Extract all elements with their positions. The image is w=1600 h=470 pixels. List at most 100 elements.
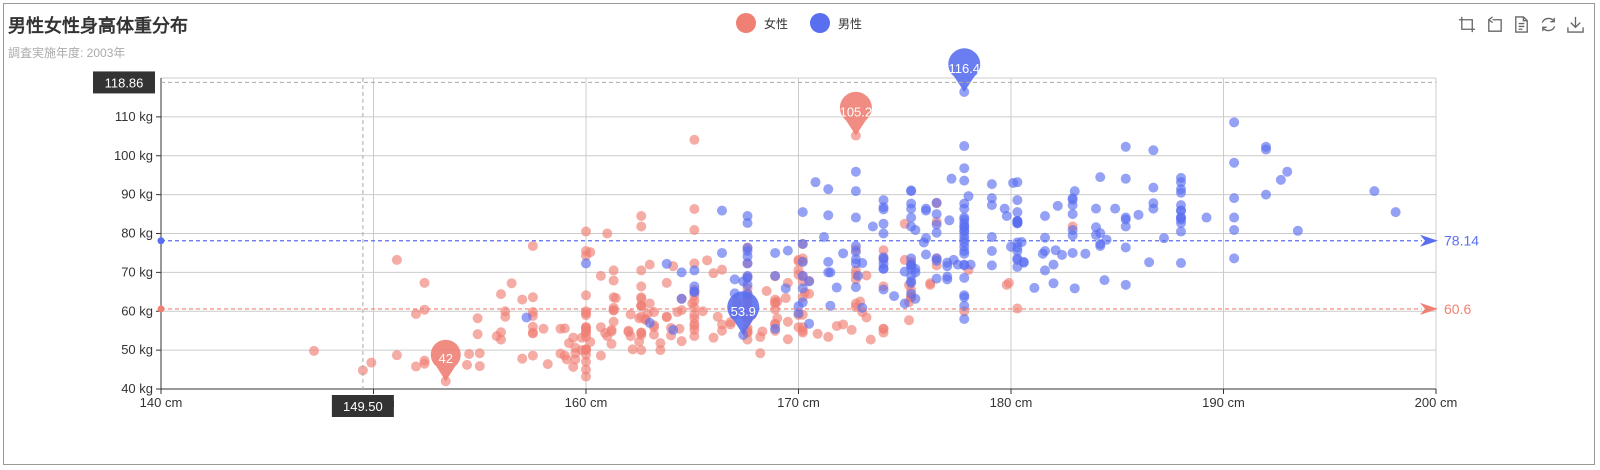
data-point xyxy=(555,323,566,334)
data-point xyxy=(1040,245,1050,256)
data-point xyxy=(1390,207,1401,218)
data-point xyxy=(636,345,647,356)
data-point xyxy=(1040,232,1050,243)
data-point xyxy=(878,245,889,256)
data-point xyxy=(797,327,808,338)
zoom-reset-icon[interactable] xyxy=(1485,15,1504,34)
data-point xyxy=(1229,193,1240,204)
data-point xyxy=(797,238,808,249)
data-point xyxy=(838,319,849,330)
data-point xyxy=(1080,248,1091,259)
data-point xyxy=(623,326,634,337)
data-point xyxy=(527,292,538,303)
data-point xyxy=(959,314,970,325)
data-point xyxy=(581,349,591,360)
data-point xyxy=(906,203,917,214)
data-point xyxy=(636,311,647,322)
data-point xyxy=(357,365,368,376)
data-point xyxy=(742,218,753,229)
data-point xyxy=(689,265,700,276)
series-male xyxy=(521,86,1401,340)
data-point xyxy=(906,277,917,288)
data-point xyxy=(878,218,889,229)
data-point xyxy=(1110,203,1121,214)
data-point xyxy=(797,256,808,267)
data-point xyxy=(770,323,781,334)
data-point xyxy=(906,288,917,299)
data-point xyxy=(309,345,319,356)
data-point xyxy=(655,338,666,349)
data-point xyxy=(595,270,606,281)
data-point xyxy=(850,212,861,223)
data-point xyxy=(581,324,591,335)
data-point xyxy=(921,249,931,260)
data-point xyxy=(712,311,723,322)
data-point xyxy=(1120,141,1131,152)
data-point xyxy=(906,263,917,274)
data-point xyxy=(521,312,532,323)
data-point xyxy=(1067,209,1078,220)
data-point xyxy=(812,328,823,339)
data-point xyxy=(568,332,579,343)
data-point xyxy=(1176,172,1186,183)
data-zoom-icon[interactable] xyxy=(1458,15,1477,34)
data-point xyxy=(742,270,753,281)
data-point xyxy=(1069,186,1080,197)
average-line-start xyxy=(157,237,165,245)
data-point xyxy=(906,253,917,264)
data-point xyxy=(661,277,672,288)
data-point xyxy=(462,359,472,370)
data-point xyxy=(649,329,659,340)
data-point xyxy=(1275,174,1286,185)
data-point xyxy=(391,350,402,361)
data-point xyxy=(944,215,955,226)
average-line-arrow xyxy=(1420,234,1438,247)
data-point xyxy=(942,271,953,282)
data-point xyxy=(742,242,753,253)
data-point xyxy=(878,195,889,206)
save-image-icon[interactable] xyxy=(1566,15,1585,34)
data-point xyxy=(782,334,793,345)
data-point xyxy=(496,334,506,345)
mark-point-pin: 53.9 xyxy=(727,291,760,335)
data-point xyxy=(959,300,970,311)
data-point xyxy=(797,207,808,218)
data-point xyxy=(581,356,591,367)
data-point xyxy=(1099,275,1110,286)
y-tick-label: 80 kg xyxy=(121,226,153,241)
data-point xyxy=(1120,214,1131,225)
data-point xyxy=(689,331,700,342)
data-point xyxy=(419,277,430,288)
data-point xyxy=(500,306,511,317)
data-point xyxy=(1052,200,1063,211)
data-point xyxy=(838,248,849,259)
legend-item-female[interactable]: 女性 xyxy=(736,13,788,33)
data-point xyxy=(542,359,553,370)
data-point xyxy=(689,258,700,269)
data-point xyxy=(906,221,917,232)
x-tick-label: 160 cm xyxy=(565,395,608,410)
data-point xyxy=(702,255,713,266)
data-point xyxy=(770,294,781,305)
data-point xyxy=(1120,173,1131,184)
data-point xyxy=(946,173,957,184)
data-point xyxy=(878,202,889,213)
restore-icon[interactable] xyxy=(1539,15,1558,34)
data-point xyxy=(464,349,475,360)
chart-subtitle: 調査実施年度: 2003年 xyxy=(8,46,126,60)
data-point xyxy=(581,226,591,237)
data-point xyxy=(581,371,591,382)
data-point xyxy=(419,304,430,315)
data-point xyxy=(770,247,781,258)
data-point xyxy=(878,323,889,334)
data-view-icon[interactable] xyxy=(1512,15,1531,34)
legend-item-male[interactable]: 男性 xyxy=(810,13,862,33)
data-point xyxy=(672,307,683,318)
data-point xyxy=(959,212,970,223)
x-tick-label: 170 cm xyxy=(777,395,820,410)
data-point xyxy=(986,245,997,256)
data-point xyxy=(810,177,821,188)
data-point xyxy=(906,270,917,281)
crosshair-x-label: 149.50 xyxy=(343,399,383,414)
data-point xyxy=(797,297,808,308)
